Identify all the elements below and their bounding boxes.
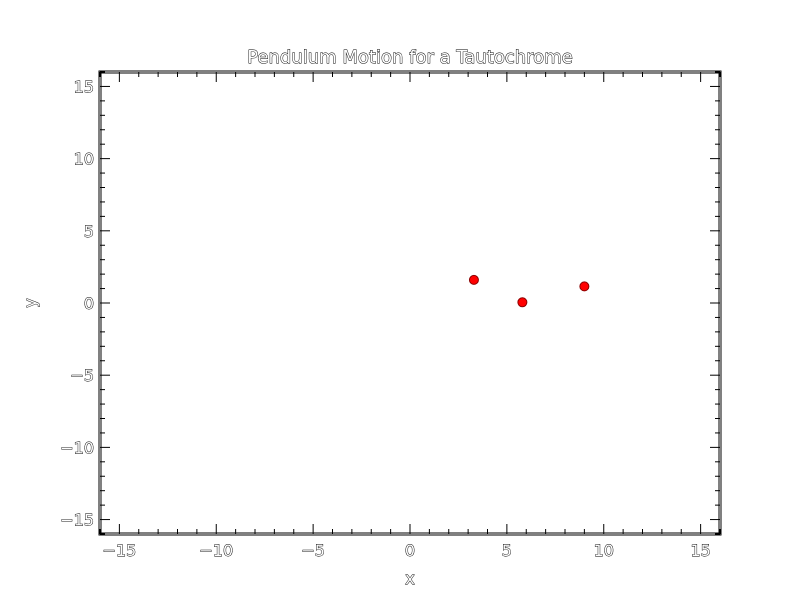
x-tick-label: 15 bbox=[690, 541, 710, 560]
chart-title: Pendulum Motion for a Tautochrome bbox=[247, 47, 573, 68]
x-tick-label: −5 bbox=[301, 541, 325, 560]
data-points bbox=[468, 274, 590, 308]
plot-border-outer bbox=[98, 70, 722, 536]
plot-frame bbox=[98, 70, 722, 536]
y-axis-label: y bbox=[21, 298, 40, 307]
y-tick-label: 0 bbox=[84, 294, 94, 313]
y-tick-label: −5 bbox=[70, 366, 94, 385]
y-tick-label: −15 bbox=[60, 511, 94, 530]
y-axis: −15 −10 −5 0 5 10 15 bbox=[60, 71, 720, 535]
x-axis: −15 −10 −5 0 5 10 15 bbox=[99, 72, 721, 560]
data-point bbox=[579, 281, 590, 292]
x-tick-label: −15 bbox=[102, 541, 136, 560]
y-tick-label: −10 bbox=[60, 438, 94, 457]
x-axis-label: x bbox=[405, 569, 414, 588]
y-tick-label: 10 bbox=[74, 150, 94, 169]
y-tick-label: 5 bbox=[84, 222, 94, 241]
plot-border bbox=[99, 71, 721, 535]
data-point bbox=[468, 274, 479, 285]
x-tick-label: 10 bbox=[594, 541, 614, 560]
x-tick-label: −10 bbox=[199, 541, 233, 560]
y-tick-label: 15 bbox=[74, 77, 94, 96]
x-tick-label: 0 bbox=[405, 541, 415, 560]
plot-border-inner bbox=[100, 72, 720, 534]
data-point bbox=[517, 297, 528, 308]
x-tick-label: 5 bbox=[502, 541, 512, 560]
